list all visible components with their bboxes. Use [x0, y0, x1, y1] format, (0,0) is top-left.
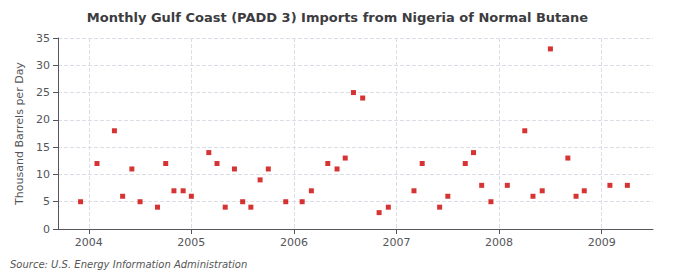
svg-text:25: 25 — [36, 86, 50, 99]
svg-text:Thousand Barrels per Day: Thousand Barrels per Day — [13, 62, 26, 206]
svg-text:0: 0 — [43, 223, 50, 236]
svg-text:2006: 2006 — [280, 236, 308, 249]
svg-text:20: 20 — [36, 113, 50, 126]
svg-text:15: 15 — [36, 141, 50, 154]
svg-text:30: 30 — [36, 59, 50, 72]
svg-text:Monthly Gulf Coast (PADD 3) Im: Monthly Gulf Coast (PADD 3) Imports from… — [87, 10, 589, 25]
svg-text:10: 10 — [36, 168, 50, 181]
svg-text:2008: 2008 — [485, 236, 513, 249]
svg-text:2009: 2009 — [588, 236, 616, 249]
svg-text:5: 5 — [43, 195, 50, 208]
svg-text:Source: U.S. Energy Informatio: Source: U.S. Energy Information Administ… — [10, 259, 247, 270]
svg-text:2005: 2005 — [177, 236, 205, 249]
svg-text:35: 35 — [36, 32, 50, 45]
svg-text:2004: 2004 — [75, 236, 103, 249]
svg-text:2007: 2007 — [383, 236, 411, 249]
